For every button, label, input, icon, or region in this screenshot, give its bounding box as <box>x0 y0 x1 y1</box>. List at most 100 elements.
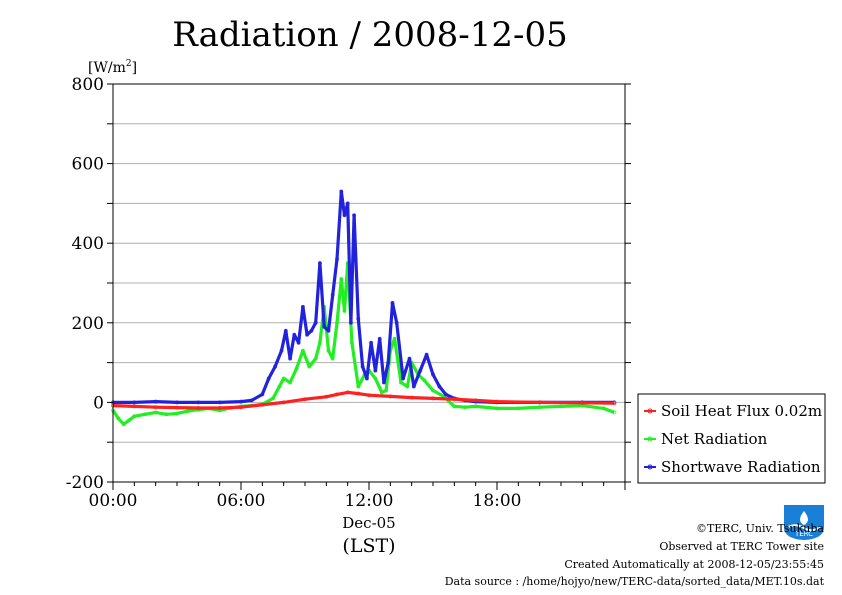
y-axis-unit-label: [W/m2] <box>88 59 137 76</box>
data-point <box>494 399 499 404</box>
data-point <box>196 405 201 410</box>
data-point <box>196 400 201 405</box>
data-point <box>174 405 179 410</box>
legend-marker <box>647 464 653 470</box>
data-point <box>313 356 318 361</box>
data-point <box>369 340 374 345</box>
data-point <box>424 352 429 357</box>
data-point <box>305 332 310 337</box>
data-point <box>281 376 286 381</box>
y-tick-label: -200 <box>66 473 104 493</box>
data-point <box>345 201 350 206</box>
data-point <box>217 405 222 410</box>
data-point <box>339 276 344 281</box>
data-point <box>153 410 158 415</box>
legend-marker <box>647 436 653 442</box>
data-point <box>356 391 361 396</box>
data-point <box>381 380 386 385</box>
data-point <box>349 340 354 345</box>
data-point <box>283 328 288 333</box>
data-point <box>334 320 339 325</box>
footer-source: Data source : /home/hojyo/new/TERC-data/… <box>444 575 824 588</box>
data-point <box>473 398 478 403</box>
series-line-soil-heat-flux-0-02m <box>112 390 615 410</box>
data-point <box>411 384 416 389</box>
data-point <box>249 398 254 403</box>
y-tick-label: 400 <box>72 234 104 254</box>
data-point <box>185 409 190 414</box>
legend-marker <box>647 408 653 414</box>
data-point <box>356 316 361 321</box>
terc-logo: TERC <box>784 505 824 540</box>
data-point <box>392 336 397 341</box>
data-point <box>352 213 357 218</box>
data-point <box>296 340 301 345</box>
y-tick-label: 600 <box>72 155 104 175</box>
x-tick-label: 18:00 <box>473 491 522 511</box>
data-point <box>437 384 442 389</box>
data-point <box>300 304 305 309</box>
data-point <box>302 397 307 402</box>
data-point <box>324 394 329 399</box>
data-point <box>418 368 423 373</box>
data-point <box>462 405 467 410</box>
data-point <box>407 356 412 361</box>
data-point <box>277 384 282 389</box>
data-point <box>307 364 312 369</box>
data-point <box>373 376 378 381</box>
data-point <box>288 356 293 361</box>
data-point <box>334 392 339 397</box>
data-point <box>452 404 457 409</box>
footer-copyright: ©TERC, Univ. Tsukuba <box>695 522 824 535</box>
data-point <box>281 400 286 405</box>
data-point <box>366 393 371 398</box>
data-point <box>342 308 347 313</box>
data-point <box>580 400 585 405</box>
data-point <box>334 257 339 262</box>
x-tick-label: 06:00 <box>217 491 266 511</box>
x-tick-label: 12:00 <box>345 491 394 511</box>
data-point <box>394 320 399 325</box>
data-point <box>339 189 344 194</box>
data-point <box>409 395 414 400</box>
data-point <box>443 392 448 397</box>
data-point <box>164 412 169 417</box>
data-point <box>288 380 293 385</box>
data-point <box>313 320 318 325</box>
series-layer <box>111 189 617 427</box>
data-point <box>217 400 222 405</box>
data-point <box>260 402 265 407</box>
data-point <box>430 388 435 393</box>
data-point <box>132 400 137 405</box>
data-point <box>422 378 427 383</box>
y-tick-label: 0 <box>93 393 104 413</box>
data-point <box>294 366 299 371</box>
data-point <box>174 400 179 405</box>
data-point <box>559 404 564 409</box>
data-point <box>342 213 347 218</box>
data-point <box>377 336 382 341</box>
data-point <box>238 405 243 410</box>
data-point <box>356 384 361 389</box>
data-point <box>330 292 335 297</box>
legend-label: Net Radiation <box>661 430 768 448</box>
data-point <box>292 332 297 337</box>
y-axis-ticks: -200 0 200 400 600 800 <box>66 75 631 493</box>
logo-text: TERC <box>794 530 813 538</box>
data-point <box>386 360 391 365</box>
data-point <box>494 406 499 411</box>
series-points-net-radiation <box>111 261 617 427</box>
y-tick-label: 800 <box>72 75 104 95</box>
data-point <box>398 380 403 385</box>
data-point <box>348 320 353 325</box>
data-point <box>300 348 305 353</box>
data-point <box>360 364 365 369</box>
data-point <box>537 400 542 405</box>
x-axis-date-label: Dec-05 <box>342 514 395 532</box>
data-point <box>452 397 457 402</box>
data-point <box>473 404 478 409</box>
data-point <box>430 396 435 401</box>
data-point <box>238 399 243 404</box>
legend-label: Shortwave Radiation <box>661 458 821 476</box>
series-points-shortwave-radiation <box>111 189 617 405</box>
